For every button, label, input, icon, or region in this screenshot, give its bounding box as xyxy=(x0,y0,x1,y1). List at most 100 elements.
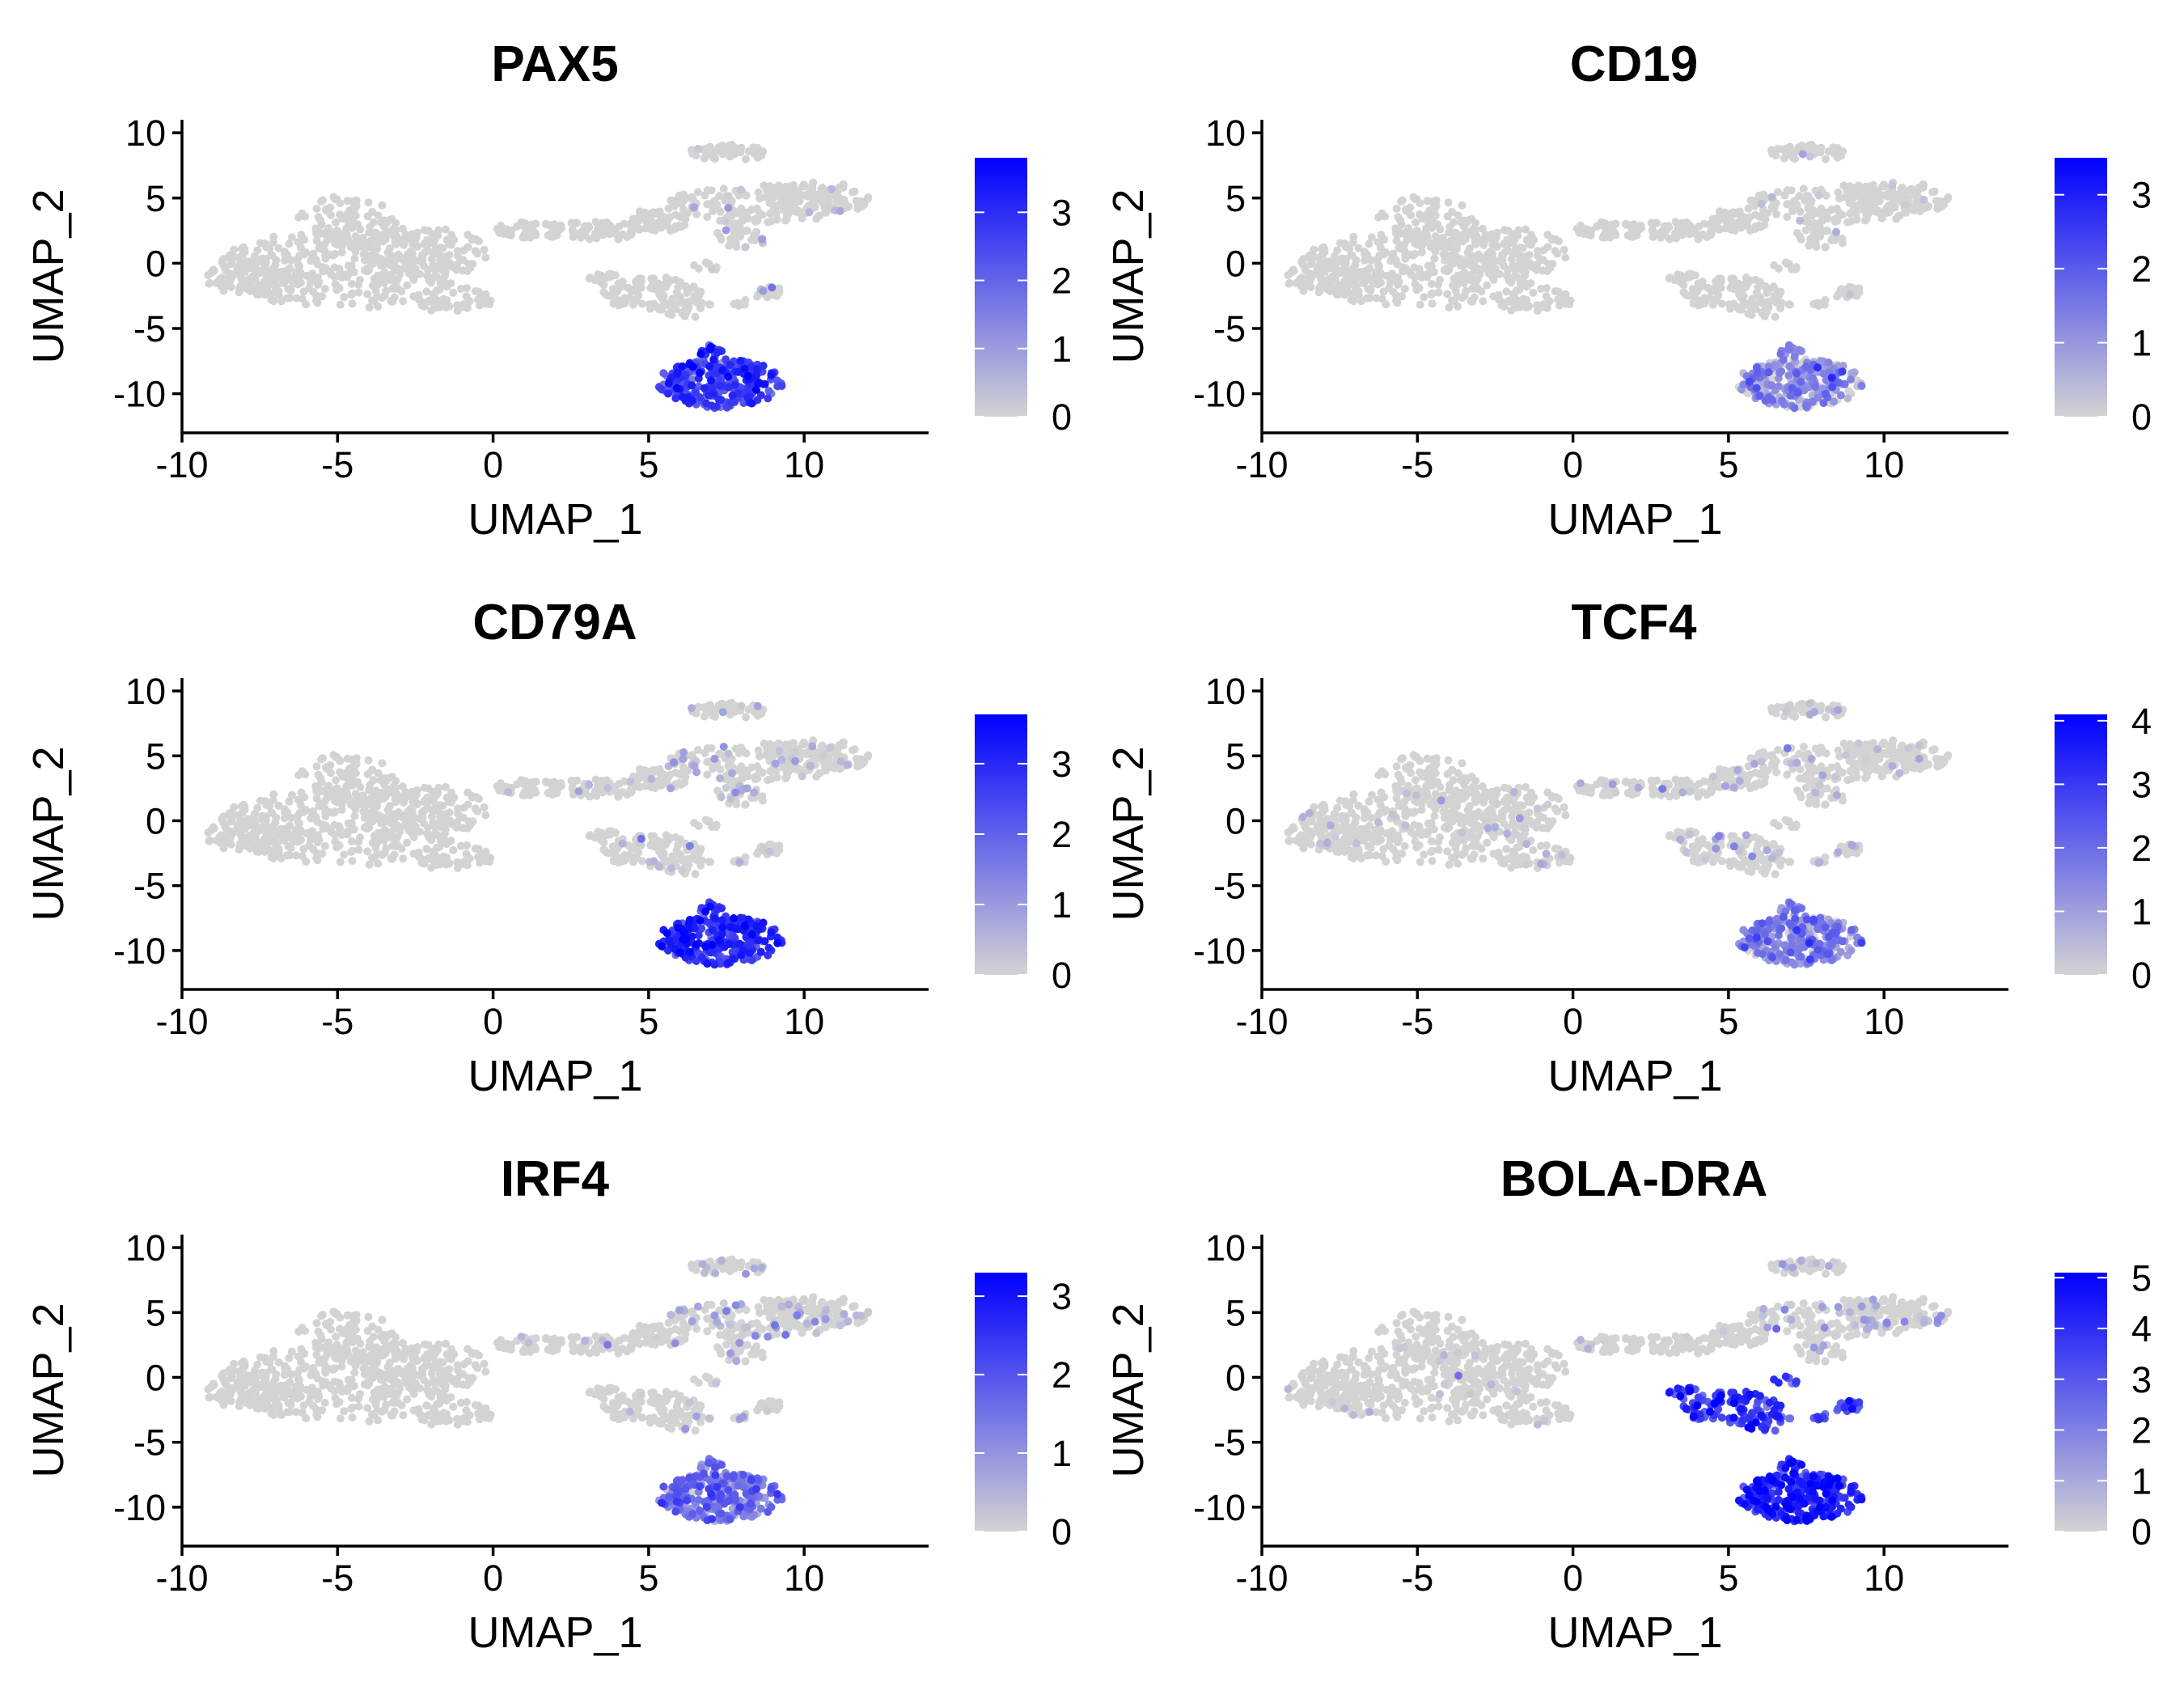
cell-point xyxy=(412,790,421,799)
cell-point xyxy=(1516,279,1525,288)
cell-point xyxy=(1784,345,1792,354)
cell-point xyxy=(378,294,387,302)
cell-point xyxy=(703,960,712,968)
cell-point xyxy=(1786,300,1795,309)
cell-point xyxy=(227,259,236,268)
color-scale-label: 0 xyxy=(1052,396,1072,438)
cell-point xyxy=(1768,396,1777,405)
x-tick-label: -10 xyxy=(155,1001,208,1042)
cell-point xyxy=(1839,147,1848,156)
cell-point xyxy=(1399,267,1407,276)
cell-point xyxy=(445,251,454,260)
cell-point xyxy=(531,219,540,228)
cell-point xyxy=(1500,261,1508,270)
cell-point xyxy=(721,217,730,226)
cell-point xyxy=(1297,276,1306,285)
cell-point xyxy=(403,281,412,290)
cell-point xyxy=(353,777,362,786)
cell-point xyxy=(332,776,340,785)
cell-point xyxy=(703,757,712,766)
cell-point xyxy=(271,261,280,269)
cell-point xyxy=(436,279,445,288)
cell-point xyxy=(554,783,563,792)
cell-point xyxy=(447,240,455,249)
cell-point xyxy=(1746,227,1755,235)
cell-point xyxy=(685,841,694,850)
cell-point xyxy=(1496,269,1504,278)
cell-point xyxy=(735,232,744,241)
cell-point xyxy=(791,756,800,765)
cell-point xyxy=(418,252,427,261)
cell-point xyxy=(1830,149,1839,158)
cell-point xyxy=(1400,841,1409,850)
cell-point xyxy=(736,148,745,157)
cell-point xyxy=(1502,287,1511,296)
cell-point xyxy=(374,792,383,801)
cell-point xyxy=(1428,299,1437,308)
cell-point xyxy=(1749,197,1758,206)
cell-point xyxy=(1392,204,1401,213)
cell-point xyxy=(1455,254,1464,263)
cell-point xyxy=(1793,388,1802,397)
cell-point xyxy=(585,781,594,790)
cell-point xyxy=(754,189,763,197)
x-tick-label: -10 xyxy=(155,444,208,485)
cell-point xyxy=(1762,284,1771,293)
cell-point xyxy=(655,765,664,773)
cell-point xyxy=(744,384,753,393)
cell-point xyxy=(1430,254,1439,263)
cell-point xyxy=(1382,300,1390,309)
cell-point xyxy=(1479,854,1488,863)
cell-point xyxy=(1815,222,1824,231)
cell-point xyxy=(768,283,777,292)
cell-point xyxy=(709,765,717,773)
cell-point xyxy=(476,850,485,859)
cell-point xyxy=(1888,181,1897,190)
x-tick-label: 0 xyxy=(483,444,503,485)
cell-point xyxy=(379,273,387,282)
cell-point xyxy=(284,285,293,294)
cell-point xyxy=(1542,292,1551,301)
cell-point xyxy=(280,826,289,835)
cell-point xyxy=(1737,294,1746,303)
cell-point xyxy=(267,853,276,862)
cell-point xyxy=(1776,368,1784,377)
cell-point xyxy=(1836,391,1845,400)
cell-point xyxy=(1454,211,1462,220)
cell-point xyxy=(586,273,595,282)
cell-point xyxy=(218,276,226,285)
cell-point xyxy=(1799,184,1808,193)
cell-point xyxy=(696,916,705,925)
cell-point xyxy=(1546,264,1555,273)
cell-point xyxy=(650,226,658,234)
cell-point xyxy=(301,770,310,778)
cell-point xyxy=(459,303,468,311)
cell-point xyxy=(351,790,360,799)
cell-point xyxy=(475,237,483,246)
cell-point xyxy=(670,758,679,767)
cell-point xyxy=(663,216,672,225)
cell-point xyxy=(819,751,827,760)
cell-point xyxy=(349,771,358,780)
cell-point xyxy=(456,841,465,850)
cell-point xyxy=(764,776,772,785)
cell-point xyxy=(1539,266,1547,275)
cell-point xyxy=(663,276,672,285)
color-scale-label: 3 xyxy=(1052,192,1072,233)
cell-point xyxy=(726,923,735,931)
cell-point xyxy=(751,214,760,223)
cell-point xyxy=(340,850,349,859)
cell-point xyxy=(375,254,384,263)
cell-point xyxy=(1430,205,1439,214)
cell-point xyxy=(374,235,383,243)
y-tick-label: 0 xyxy=(146,243,166,284)
cell-point xyxy=(852,197,861,205)
cell-point xyxy=(1771,312,1780,321)
cell-point xyxy=(758,769,767,777)
y-tick-label: 5 xyxy=(146,178,166,219)
cell-point xyxy=(481,253,490,262)
cell-point xyxy=(1814,191,1823,200)
cell-point xyxy=(747,930,756,939)
cell-point xyxy=(1454,235,1462,243)
cell-point xyxy=(1804,192,1813,201)
